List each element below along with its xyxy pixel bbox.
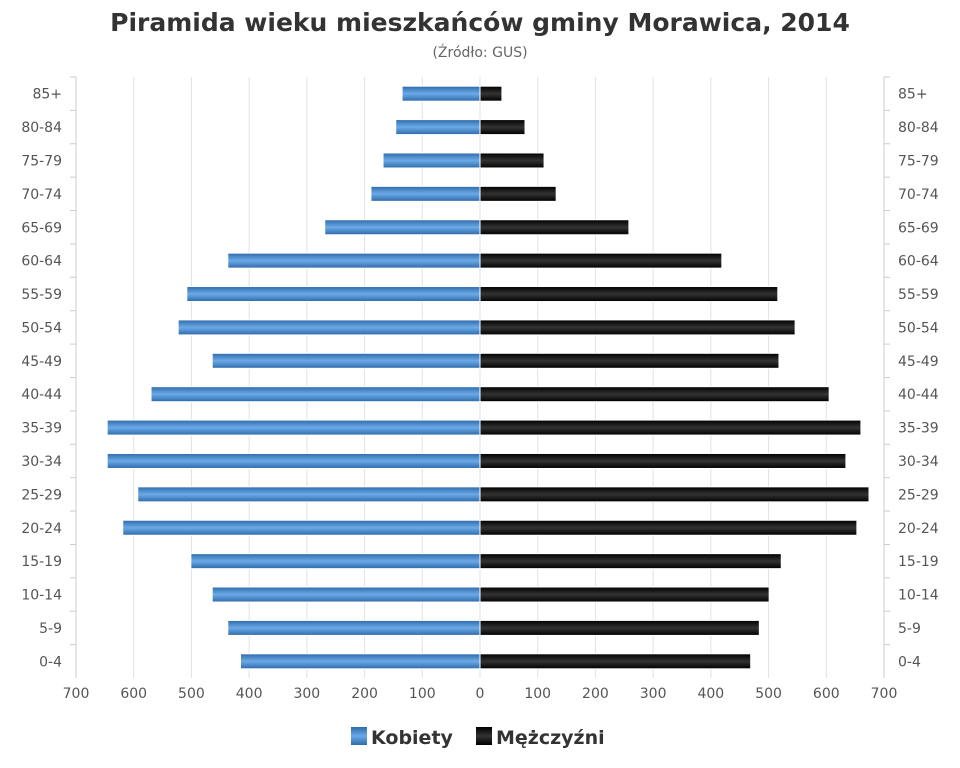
y-tick-label-right: 5-9 — [898, 621, 921, 637]
bar-mezczyzni — [479, 252, 723, 269]
bar-kobiety — [211, 352, 481, 369]
bar-mezczyzni — [479, 319, 796, 336]
bar-mezczyzni — [479, 85, 503, 102]
bar-kobiety — [382, 152, 481, 169]
bar-mezczyzni — [479, 619, 760, 636]
y-tick-label-right: 40-44 — [898, 387, 939, 403]
y-tick-label-left: 65-69 — [21, 220, 62, 236]
x-tick-label: 700 — [63, 686, 90, 702]
y-tick-label-right: 80-84 — [898, 120, 939, 136]
y-tick-label-right: 35-39 — [898, 421, 939, 437]
x-tick-label: 400 — [236, 686, 263, 702]
bar-kobiety — [227, 252, 481, 269]
bar-mezczyzni — [479, 653, 752, 670]
y-tick-label-left: 0-4 — [39, 654, 62, 670]
y-tick-label-right: 0-4 — [898, 654, 921, 670]
bar-kobiety — [190, 553, 481, 570]
y-tick-label-right: 70-74 — [898, 187, 939, 203]
bar-mezczyzni — [479, 486, 870, 503]
bar-mezczyzni — [479, 419, 862, 436]
y-tick-label-left: 55-59 — [21, 287, 62, 303]
bar-kobiety — [211, 586, 481, 603]
legend-label-mezczyzni: Mężczyźni — [496, 727, 605, 749]
x-tick-label: 200 — [582, 686, 609, 702]
y-tick-label-left: 25-29 — [21, 487, 62, 503]
y-tick-label-right: 10-14 — [898, 588, 939, 604]
x-tick-label: 400 — [697, 686, 724, 702]
y-tick-label-left: 20-24 — [21, 521, 62, 537]
y-tick-label-left: 30-34 — [21, 454, 62, 470]
x-tick-label: 200 — [351, 686, 378, 702]
y-tick-label-right: 15-19 — [898, 554, 939, 570]
bar-mezczyzni — [479, 352, 780, 369]
x-tick-label: 100 — [409, 686, 436, 702]
x-tick-label: 0 — [476, 686, 485, 702]
chart-title: Piramida wieku mieszkańców gminy Morawic… — [110, 8, 850, 37]
bar-kobiety — [150, 386, 481, 403]
bar-kobiety — [137, 486, 481, 503]
bar-mezczyzni — [479, 452, 847, 469]
y-tick-label-left: 60-64 — [21, 254, 62, 270]
x-tick-label: 600 — [120, 686, 147, 702]
y-tick-label-left: 5-9 — [39, 621, 62, 637]
bar-kobiety — [186, 286, 481, 303]
bar-mezczyzni — [479, 386, 830, 403]
bar-kobiety — [401, 85, 481, 102]
x-tick-label: 300 — [293, 686, 320, 702]
x-tick-label: 100 — [524, 686, 551, 702]
chart-subtitle: (Źródło: GUS) — [432, 45, 528, 61]
y-tick-label-left: 85+ — [32, 87, 62, 103]
y-tick-label-left: 35-39 — [21, 421, 62, 437]
y-tick-label-left: 75-79 — [21, 153, 62, 169]
bar-kobiety — [370, 185, 481, 202]
y-tick-label-left: 70-74 — [21, 187, 62, 203]
y-tick-label-right: 65-69 — [898, 220, 939, 236]
y-tick-label-left: 15-19 — [21, 554, 62, 570]
bar-mezczyzni — [479, 119, 526, 136]
legend-swatch-mezczyzni — [476, 727, 492, 745]
y-tick-label-right: 45-49 — [898, 354, 939, 370]
y-tick-label-left: 40-44 — [21, 387, 62, 403]
bar-mezczyzni — [479, 586, 770, 603]
y-tick-label-right: 60-64 — [898, 254, 939, 270]
x-tick-label: 600 — [813, 686, 840, 702]
bar-kobiety — [177, 319, 481, 336]
bar-kobiety — [227, 619, 481, 636]
bar-mezczyzni — [479, 519, 858, 536]
x-tick-label: 500 — [755, 686, 782, 702]
bar-kobiety — [239, 653, 481, 670]
y-tick-label-left: 10-14 — [21, 588, 62, 604]
legend-label-kobiety: Kobiety — [371, 727, 454, 749]
bar-kobiety — [106, 419, 481, 436]
bar-mezczyzni — [479, 219, 630, 236]
bar-mezczyzni — [479, 152, 545, 169]
bar-mezczyzni — [479, 286, 779, 303]
bar-kobiety — [106, 452, 481, 469]
y-tick-label-right: 30-34 — [898, 454, 939, 470]
bar-kobiety — [324, 219, 481, 236]
y-tick-label-right: 25-29 — [898, 487, 939, 503]
x-tick-label: 300 — [640, 686, 667, 702]
y-tick-label-left: 50-54 — [21, 320, 62, 336]
y-tick-label-right: 75-79 — [898, 153, 939, 169]
bar-kobiety — [122, 519, 481, 536]
x-tick-label: 700 — [871, 686, 898, 702]
bar-mezczyzni — [479, 185, 557, 202]
y-tick-label-right: 55-59 — [898, 287, 939, 303]
x-tick-label: 500 — [178, 686, 205, 702]
bar-mezczyzni — [479, 553, 782, 570]
legend-swatch-kobiety — [351, 727, 367, 745]
y-tick-label-right: 50-54 — [898, 320, 939, 336]
y-tick-label-right: 20-24 — [898, 521, 939, 537]
y-tick-label-right: 85+ — [898, 87, 928, 103]
bar-kobiety — [395, 119, 481, 136]
y-tick-label-left: 80-84 — [21, 120, 62, 136]
y-tick-label-left: 45-49 — [21, 354, 62, 370]
